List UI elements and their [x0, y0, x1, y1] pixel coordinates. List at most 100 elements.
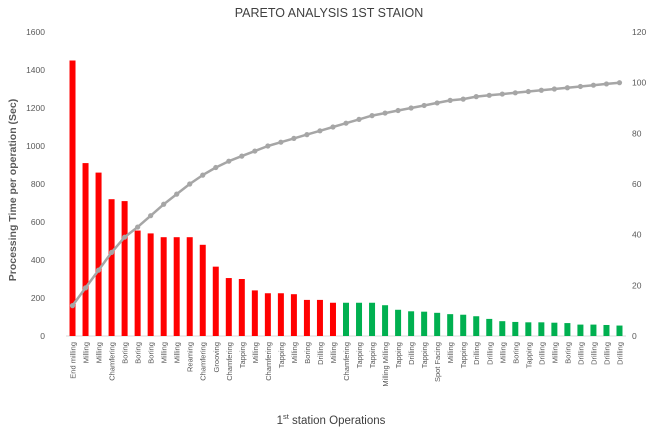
bar	[303, 299, 310, 336]
right-tick-label: 100	[632, 78, 646, 88]
cumulative-point	[551, 86, 557, 92]
bar	[590, 324, 597, 336]
left-tick-label: 1600	[26, 27, 45, 37]
category-labels: End milling Milling Milling Chamfering Borin…	[69, 342, 625, 387]
bar	[486, 318, 493, 336]
cumulative-point	[265, 143, 271, 149]
right-tick-label: 60	[632, 179, 642, 189]
cumulative-point	[148, 213, 154, 219]
bar	[408, 311, 415, 336]
category-label: Milling	[498, 342, 507, 363]
bar	[212, 266, 219, 336]
bar	[525, 322, 532, 336]
bar	[173, 237, 180, 336]
cumulative-point	[616, 80, 623, 86]
x-axis-label-superscript: st	[283, 412, 290, 421]
bar	[316, 299, 323, 336]
bar	[329, 302, 336, 336]
cumulative-point	[122, 234, 128, 240]
category-label: Drilling	[407, 342, 416, 365]
right-tick-label: 20	[632, 280, 642, 290]
right-tick-label: 40	[632, 230, 642, 240]
cumulative-point	[174, 191, 180, 197]
bar	[290, 294, 297, 336]
category-label: Drilling	[316, 342, 325, 365]
cumulative-point	[213, 164, 219, 171]
cumulative-point	[447, 97, 453, 103]
left-tick-label: 200	[31, 293, 45, 303]
cumulative-point	[226, 158, 232, 164]
cumulative-point	[82, 285, 89, 291]
category-label: Tapping	[277, 342, 286, 368]
bar	[369, 302, 376, 336]
bar	[356, 302, 363, 336]
category-label: Milling Milling	[381, 342, 390, 387]
cumulative-point	[200, 172, 206, 178]
cumulative-point	[161, 201, 167, 207]
cumulative-point	[278, 139, 284, 145]
category-label: Tapping	[394, 342, 403, 368]
bar	[186, 237, 193, 336]
left-tick-label: 600	[31, 217, 45, 227]
category-label: Drilling	[589, 342, 598, 365]
cumulative-point	[330, 124, 336, 130]
cumulative-point	[421, 102, 427, 109]
cumulative-point	[486, 92, 492, 98]
category-label: Milling	[550, 342, 559, 363]
category-label: Boring	[121, 342, 130, 364]
category-label: Boring	[303, 342, 312, 364]
cumulative-point	[538, 87, 544, 93]
bar	[473, 316, 480, 336]
cumulative-point	[187, 181, 193, 187]
cumulative-point	[590, 82, 597, 88]
cumulative-point	[343, 120, 349, 126]
category-label: Drilling	[576, 342, 585, 365]
x-axis-label: 1st station Operations	[277, 412, 386, 427]
bar	[277, 293, 284, 336]
category-label: Drilling	[472, 342, 481, 365]
bar	[512, 321, 519, 336]
category-label: Milling	[329, 342, 338, 363]
category-label: Grooving	[212, 342, 221, 372]
category-label: Milling	[251, 342, 260, 363]
y-axis-label: Processing Time per operation (Sec)	[7, 99, 19, 281]
bar	[82, 163, 89, 336]
cumulative-point	[564, 85, 570, 91]
bar	[147, 233, 154, 336]
cumulative-point	[525, 88, 531, 95]
cumulative-point	[317, 128, 323, 134]
cumulative-point	[499, 91, 505, 97]
bar	[264, 293, 271, 336]
left-tick-label: 0	[40, 331, 45, 341]
category-label: Tapping	[368, 342, 377, 368]
category-label: Drilling	[602, 342, 611, 365]
category-label: Drilling	[485, 342, 494, 365]
right-tick-label: 0	[632, 331, 637, 341]
category-label: Tapping	[420, 342, 429, 368]
cumulative-line-series	[69, 80, 623, 309]
cumulative-point	[369, 113, 375, 119]
bar	[225, 278, 232, 336]
right-tick-label: 120	[632, 27, 646, 37]
cumulative-point	[577, 83, 584, 90]
bar	[134, 230, 141, 336]
category-label: Tapping	[238, 342, 247, 368]
bar-series	[69, 60, 623, 336]
cumulative-point	[603, 81, 610, 87]
right-tick-label: 80	[632, 128, 642, 138]
category-label: Drilling	[537, 342, 546, 365]
category-label: Milling	[173, 342, 182, 363]
bar	[434, 312, 441, 336]
cumulative-point	[460, 96, 466, 102]
cumulative-point	[239, 153, 245, 159]
bar	[603, 324, 610, 336]
bar	[199, 244, 206, 336]
category-label: Spot Facing	[433, 342, 442, 382]
bar	[95, 172, 102, 336]
left-tick-label: 1000	[26, 141, 45, 151]
category-label: Tapping	[355, 342, 364, 368]
category-label: Chamfering	[225, 342, 234, 381]
cumulative-point	[304, 132, 310, 138]
cumulative-point	[95, 267, 102, 273]
